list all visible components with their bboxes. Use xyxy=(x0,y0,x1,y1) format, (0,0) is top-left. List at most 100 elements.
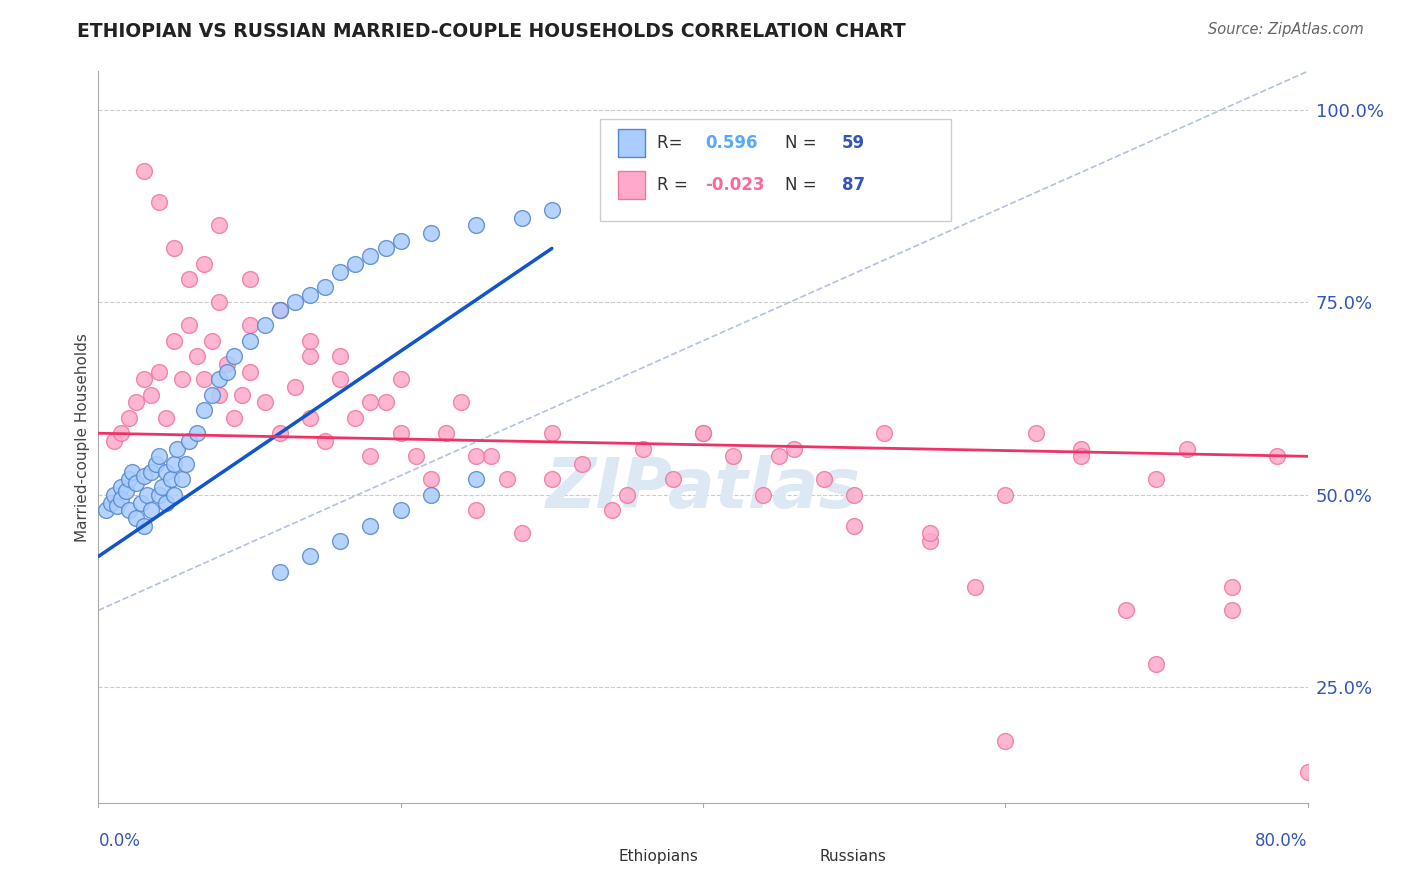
Text: 80.0%: 80.0% xyxy=(1256,832,1308,850)
Point xyxy=(965,580,987,594)
Point xyxy=(360,518,382,533)
Text: Ethiopians: Ethiopians xyxy=(619,848,699,863)
Point xyxy=(163,488,186,502)
Point xyxy=(1070,442,1092,456)
Point xyxy=(616,488,638,502)
Point xyxy=(110,426,132,441)
Point xyxy=(329,264,352,278)
Point xyxy=(224,410,246,425)
Point xyxy=(299,334,322,348)
Point xyxy=(179,272,201,286)
Point xyxy=(284,380,307,394)
Text: N =: N = xyxy=(785,176,817,194)
Point xyxy=(148,488,170,502)
Point xyxy=(118,410,141,425)
Point xyxy=(132,164,155,178)
Point xyxy=(239,272,262,286)
Point xyxy=(389,234,412,248)
Point xyxy=(155,410,177,425)
Point xyxy=(299,549,322,564)
Point xyxy=(284,295,307,310)
Point xyxy=(110,491,132,506)
Text: 0.596: 0.596 xyxy=(706,134,758,152)
Point xyxy=(269,303,291,318)
Point xyxy=(201,388,224,402)
Point xyxy=(239,334,262,348)
Point xyxy=(186,349,208,363)
Point xyxy=(344,410,367,425)
Point xyxy=(253,395,276,409)
Point xyxy=(495,472,517,486)
Point xyxy=(360,450,382,464)
Text: ETHIOPIAN VS RUSSIAN MARRIED-COUPLE HOUSEHOLDS CORRELATION CHART: ETHIOPIAN VS RUSSIAN MARRIED-COUPLE HOUS… xyxy=(77,22,905,41)
Point xyxy=(540,472,562,486)
Point xyxy=(813,472,835,486)
Point xyxy=(145,457,167,471)
Point xyxy=(170,472,193,486)
Point xyxy=(329,534,352,549)
Point xyxy=(163,242,186,256)
Point xyxy=(125,476,148,491)
Point xyxy=(160,472,183,486)
Text: -0.023: -0.023 xyxy=(706,176,765,194)
Point xyxy=(125,395,148,409)
Point xyxy=(420,472,443,486)
Text: N =: N = xyxy=(785,134,817,152)
Point xyxy=(768,450,790,464)
Point xyxy=(389,426,412,441)
Point xyxy=(844,488,866,502)
Point xyxy=(602,503,624,517)
Text: ZIPatlas: ZIPatlas xyxy=(546,455,860,522)
Point xyxy=(918,526,941,541)
Point xyxy=(148,450,170,464)
Point xyxy=(465,472,488,486)
Point xyxy=(174,457,197,471)
Point xyxy=(540,426,562,441)
Point xyxy=(224,349,246,363)
Point xyxy=(571,457,593,471)
Point xyxy=(692,426,714,441)
Point xyxy=(405,450,427,464)
Point xyxy=(193,403,215,417)
Text: R =: R = xyxy=(657,176,693,194)
Point xyxy=(450,395,472,409)
Point xyxy=(179,318,201,333)
Y-axis label: Married-couple Households: Married-couple Households xyxy=(75,333,90,541)
Point xyxy=(510,526,533,541)
Point xyxy=(420,488,443,502)
Point xyxy=(374,395,396,409)
Point xyxy=(125,511,148,525)
Point xyxy=(329,372,352,386)
Point xyxy=(723,450,745,464)
Point xyxy=(215,365,238,379)
Point xyxy=(215,357,238,371)
Point xyxy=(510,211,533,225)
Point xyxy=(193,257,215,271)
Point xyxy=(105,500,128,514)
Point xyxy=(118,472,141,486)
Point xyxy=(129,495,152,509)
Point xyxy=(208,372,231,386)
Point xyxy=(186,426,208,441)
Point xyxy=(179,434,201,448)
Point xyxy=(155,465,177,479)
Point xyxy=(360,395,382,409)
Point xyxy=(389,372,412,386)
Point xyxy=(1146,472,1168,486)
Point xyxy=(1070,450,1092,464)
Point xyxy=(148,365,170,379)
Point xyxy=(231,388,253,402)
Point xyxy=(208,388,231,402)
Point xyxy=(465,219,488,233)
Point xyxy=(873,426,896,441)
Point xyxy=(344,257,367,271)
Point xyxy=(994,734,1017,748)
FancyBboxPatch shape xyxy=(582,846,609,867)
Point xyxy=(329,349,352,363)
Point xyxy=(170,372,193,386)
Point xyxy=(269,565,291,579)
Point xyxy=(132,468,155,483)
FancyBboxPatch shape xyxy=(619,129,645,157)
Point xyxy=(631,442,654,456)
Point xyxy=(269,426,291,441)
